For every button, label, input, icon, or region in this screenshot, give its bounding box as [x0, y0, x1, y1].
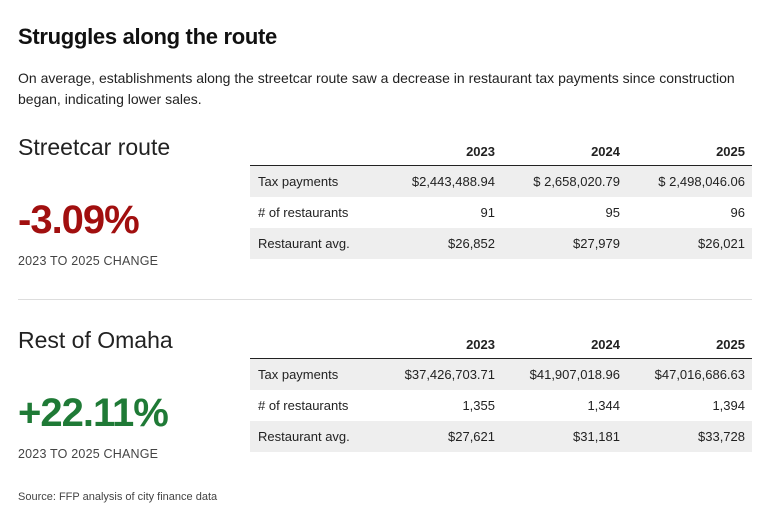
table-cell: $ 2,658,020.79 [533, 174, 620, 189]
column-header-2024: 2024 [591, 337, 620, 352]
table-cell: $41,907,018.96 [529, 367, 620, 382]
table-row: Restaurant avg. $26,852 $27,979 $26,021 [250, 228, 752, 259]
table-row: Tax payments $37,426,703.71 $41,907,018.… [250, 359, 752, 390]
table-cell: 96 [730, 205, 745, 220]
table-cell: $26,852 [448, 236, 495, 251]
column-header-2023: 2023 [466, 144, 495, 159]
row-label: # of restaurants [258, 205, 349, 220]
section-divider [18, 299, 752, 300]
percent-change: +22.11% [18, 391, 169, 435]
table-cell: $37,426,703.71 [404, 367, 495, 382]
table-cell: 95 [605, 205, 620, 220]
table-header: 2023 2024 2025 [250, 134, 752, 166]
column-header-2025: 2025 [716, 337, 745, 352]
table-cell: 91 [480, 205, 495, 220]
data-table: 2023 2024 2025 Tax payments $37,426,703.… [250, 327, 752, 452]
table-cell: 1,394 [712, 398, 745, 413]
table-cell: $26,021 [698, 236, 745, 251]
column-header-2023: 2023 [466, 337, 495, 352]
table-cell: $33,728 [698, 429, 745, 444]
table-cell: 1,355 [462, 398, 495, 413]
table-cell: $2,443,488.94 [411, 174, 495, 189]
table-row: Restaurant avg. $27,621 $31,181 $33,728 [250, 421, 752, 452]
percent-change: -3.09% [18, 198, 140, 242]
column-header-2025: 2025 [716, 144, 745, 159]
chart-title: Struggles along the route [18, 24, 277, 49]
table-cell: $ 2,498,046.06 [658, 174, 745, 189]
table-cell: $27,979 [573, 236, 620, 251]
table-row: Tax payments $2,443,488.94 $ 2,658,020.7… [250, 166, 752, 197]
table-cell: 1,344 [587, 398, 620, 413]
table-row: # of restaurants 91 95 96 [250, 197, 752, 228]
row-label: Restaurant avg. [258, 429, 350, 444]
row-label: Tax payments [258, 367, 339, 382]
change-label: 2023 TO 2025 CHANGE [18, 254, 159, 268]
table-row: # of restaurants 1,355 1,344 1,394 [250, 390, 752, 421]
table-header: 2023 2024 2025 [250, 327, 752, 359]
source-note: Source: FFP analysis of city finance dat… [18, 491, 218, 503]
column-header-2024: 2024 [591, 144, 620, 159]
row-label: Restaurant avg. [258, 236, 350, 251]
change-label: 2023 TO 2025 CHANGE [18, 447, 159, 461]
table-cell: $31,181 [573, 429, 620, 444]
table-cell: $47,016,686.63 [654, 367, 745, 382]
row-label: Tax payments [258, 174, 339, 189]
section-title: Streetcar route [18, 134, 171, 160]
chart-subtitle: On average, establishments along the str… [18, 70, 735, 107]
row-label: # of restaurants [258, 398, 349, 413]
table-cell: $27,621 [448, 429, 495, 444]
data-table: 2023 2024 2025 Tax payments $2,443,488.9… [250, 134, 752, 259]
section-title: Rest of Omaha [18, 327, 173, 353]
